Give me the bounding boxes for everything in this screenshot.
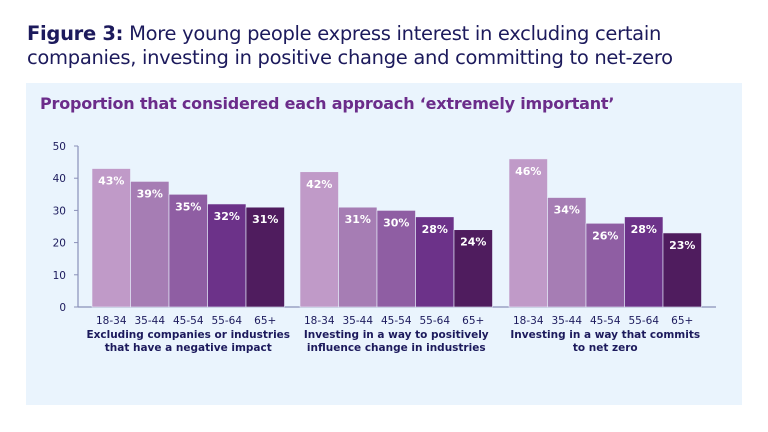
y-tick-label: 30 bbox=[53, 205, 66, 217]
data-label: 31% bbox=[345, 213, 371, 226]
y-tick-label: 0 bbox=[59, 302, 66, 314]
bar bbox=[624, 216, 664, 308]
data-label: 31% bbox=[252, 213, 278, 226]
x-tick-label: 65+ bbox=[254, 315, 276, 327]
bar bbox=[415, 216, 455, 308]
data-label: 28% bbox=[631, 223, 657, 236]
group-label: influence change in industries bbox=[307, 342, 486, 354]
bar bbox=[376, 210, 416, 308]
y-tick-label: 40 bbox=[53, 173, 66, 185]
bar bbox=[207, 203, 247, 308]
x-tick-label: 35-44 bbox=[342, 315, 373, 327]
x-tick-label: 55-64 bbox=[628, 315, 659, 327]
y-tick-label: 10 bbox=[53, 270, 66, 282]
bar bbox=[245, 206, 285, 308]
bar bbox=[662, 232, 702, 308]
data-label: 43% bbox=[98, 175, 124, 188]
x-tick-label: 35-44 bbox=[551, 315, 582, 327]
figure-number: Figure 3: bbox=[27, 22, 124, 45]
x-tick-label: 18-34 bbox=[304, 315, 335, 327]
data-label: 23% bbox=[669, 239, 695, 252]
bar bbox=[508, 158, 548, 308]
figure-title: Figure 3: More young people express inte… bbox=[27, 22, 757, 70]
y-tick-label: 50 bbox=[53, 141, 66, 153]
figure-title-text: More young people express interest in ex… bbox=[27, 22, 673, 69]
chart-title: Proportion that considered each approach… bbox=[40, 94, 615, 113]
data-label: 34% bbox=[554, 204, 580, 217]
data-label: 26% bbox=[592, 229, 618, 242]
data-label: 46% bbox=[515, 165, 541, 178]
data-label: 42% bbox=[306, 178, 332, 191]
group-label: Excluding companies or industries bbox=[86, 329, 290, 341]
group-label: Investing in a way to positively bbox=[304, 329, 489, 341]
data-label: 32% bbox=[214, 210, 240, 223]
y-tick-label: 20 bbox=[53, 238, 66, 250]
x-tick-label: 45-54 bbox=[173, 315, 204, 327]
data-label: 39% bbox=[137, 187, 163, 200]
data-label: 28% bbox=[422, 223, 448, 236]
bar bbox=[91, 168, 131, 308]
bar bbox=[168, 194, 208, 308]
bar bbox=[453, 229, 493, 308]
data-label: 24% bbox=[460, 236, 486, 249]
data-label: 35% bbox=[175, 200, 201, 213]
group-label: Investing in a way that commits bbox=[510, 329, 700, 341]
x-tick-label: 55-64 bbox=[211, 315, 242, 327]
x-tick-label: 65+ bbox=[462, 315, 484, 327]
x-tick-label: 45-54 bbox=[590, 315, 621, 327]
bar bbox=[299, 171, 339, 308]
bar bbox=[130, 181, 170, 308]
bar bbox=[338, 206, 378, 308]
x-tick-label: 65+ bbox=[671, 315, 693, 327]
x-tick-label: 18-34 bbox=[513, 315, 544, 327]
x-tick-label: 18-34 bbox=[96, 315, 127, 327]
data-label: 30% bbox=[383, 216, 409, 229]
x-tick-label: 35-44 bbox=[134, 315, 165, 327]
x-tick-label: 45-54 bbox=[381, 315, 412, 327]
bar bbox=[547, 197, 587, 308]
group-label: to net zero bbox=[573, 342, 638, 354]
x-tick-label: 55-64 bbox=[419, 315, 450, 327]
group-label: that have a negative impact bbox=[105, 342, 272, 354]
